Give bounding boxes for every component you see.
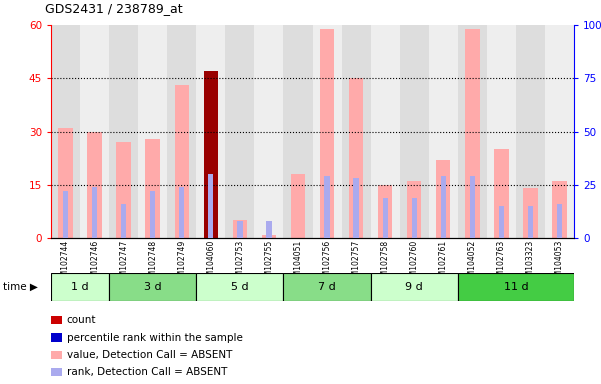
Bar (407, 181, 421, 238)
Bar (545, 25, 574, 238)
Bar (469, 176, 475, 238)
Bar (557, 204, 562, 238)
Bar (138, 25, 167, 238)
Bar (261, 235, 276, 238)
Bar (174, 85, 189, 238)
Bar (458, 25, 487, 238)
Bar (179, 187, 185, 238)
Bar (58, 128, 73, 238)
Text: value, Detection Call = ABSENT: value, Detection Call = ABSENT (67, 350, 232, 360)
Text: time ▶: time ▶ (3, 282, 38, 292)
Bar (254, 25, 284, 238)
Bar (121, 204, 126, 238)
Bar (371, 273, 458, 301)
Bar (378, 185, 392, 238)
Bar (51, 25, 80, 238)
Bar (341, 25, 371, 238)
Bar (382, 198, 388, 238)
Bar (353, 179, 359, 238)
Bar (208, 174, 213, 238)
Bar (266, 221, 272, 238)
Bar (197, 273, 284, 301)
Bar (284, 273, 371, 301)
Bar (552, 181, 567, 238)
Bar (465, 28, 480, 238)
Text: 7 d: 7 d (318, 282, 336, 292)
Bar (233, 220, 247, 238)
Bar (499, 206, 504, 238)
Bar (320, 28, 334, 238)
Bar (80, 25, 109, 238)
Bar (225, 25, 254, 238)
Bar (436, 160, 451, 238)
Bar (528, 206, 533, 238)
Bar (87, 131, 102, 238)
Bar (313, 25, 341, 238)
Bar (516, 25, 545, 238)
Bar (487, 25, 516, 238)
Bar (109, 25, 138, 238)
Bar (150, 191, 156, 238)
Bar (494, 149, 508, 238)
Bar (197, 25, 225, 238)
Text: 11 d: 11 d (504, 282, 528, 292)
Text: 1 d: 1 d (72, 282, 89, 292)
Bar (523, 189, 538, 238)
Bar (429, 25, 458, 238)
Text: percentile rank within the sample: percentile rank within the sample (67, 333, 243, 343)
Bar (167, 25, 197, 238)
Bar (441, 176, 446, 238)
Bar (145, 139, 160, 238)
Text: count: count (67, 315, 96, 325)
Bar (204, 235, 218, 238)
Bar (63, 191, 69, 238)
Bar (371, 25, 400, 238)
Bar (109, 273, 197, 301)
Bar (325, 176, 330, 238)
Text: rank, Detection Call = ABSENT: rank, Detection Call = ABSENT (67, 367, 227, 377)
Text: 9 d: 9 d (405, 282, 423, 292)
Bar (117, 142, 131, 238)
Text: GDS2431 / 238789_at: GDS2431 / 238789_at (45, 2, 183, 15)
Text: 5 d: 5 d (231, 282, 249, 292)
Bar (237, 221, 243, 238)
Bar (458, 273, 574, 301)
Bar (349, 78, 364, 238)
Bar (51, 273, 109, 301)
Bar (92, 187, 97, 238)
Bar (204, 71, 218, 238)
Bar (291, 174, 305, 238)
Text: 3 d: 3 d (144, 282, 162, 292)
Bar (284, 25, 313, 238)
Bar (412, 198, 417, 238)
Bar (400, 25, 429, 238)
